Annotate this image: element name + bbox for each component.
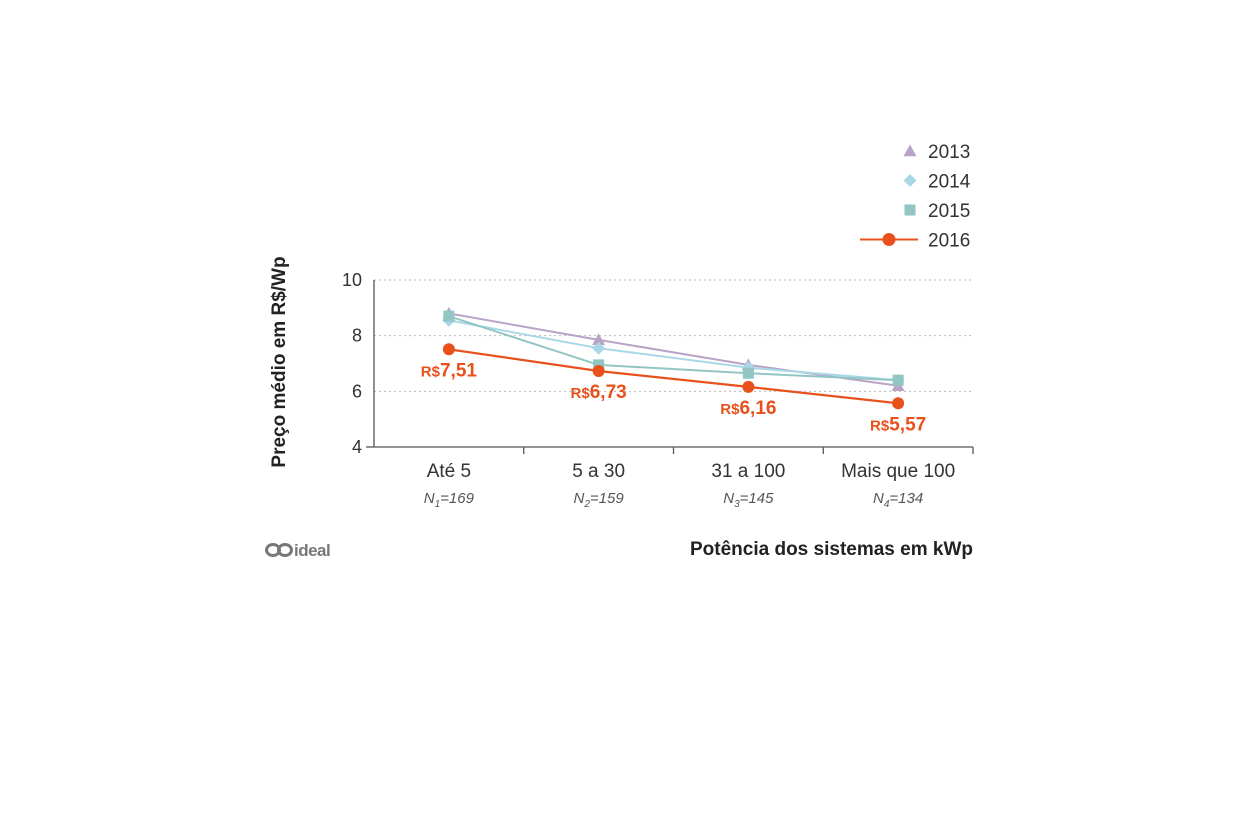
legend-label: 2015 — [928, 201, 970, 222]
sample-size-label: N4=134 — [873, 490, 923, 510]
logo: ideal — [265, 541, 331, 560]
sample-size-label: N1=169 — [424, 490, 475, 510]
x-axis-title: Potência dos sistemas em kWp — [690, 539, 973, 560]
data-labels: R$7,51 R$6,73 R$6,16 R$5,57 — [421, 360, 926, 435]
x-tick-label: 31 a 100 — [711, 461, 785, 482]
marker-circle — [882, 233, 896, 246]
y-axis-title: Preço médio em R$/Wp — [269, 256, 290, 467]
legend-item-2016: 2016 — [860, 231, 970, 252]
data-label: R$6,73 — [571, 382, 627, 403]
marker-triangle — [592, 333, 606, 346]
series-group — [442, 306, 905, 410]
marker-square — [904, 204, 916, 216]
x-tick-label: 5 a 30 — [572, 461, 625, 482]
sample-size-label: N2=159 — [574, 490, 625, 510]
series-line — [448, 348, 899, 405]
legend-item-2015: 2015 — [904, 201, 970, 222]
y-tick-label: 10 — [342, 270, 362, 290]
legend-label: 2013 — [928, 142, 970, 163]
marker-circle — [442, 343, 455, 356]
legend-label: 2016 — [928, 231, 970, 252]
legend-label: 2014 — [928, 172, 971, 193]
data-label: R$6,16 — [720, 398, 776, 419]
sample-size-label: N3=145 — [723, 490, 774, 510]
x-tick-label: Até 5 — [427, 461, 471, 482]
x-category-labels: Até 5 N1=169 5 a 30 N2=159 31 a 100 N3=145 Mai… — [424, 461, 955, 510]
y-tick-labels: 4 6 8 10 — [342, 270, 362, 457]
marker-square — [443, 310, 455, 322]
axes — [366, 280, 974, 454]
marker-square — [593, 359, 605, 371]
legend-item-2013: 2013 — [903, 142, 970, 163]
infinity-logo-icon — [265, 543, 293, 557]
marker-circle — [592, 365, 605, 378]
marker-circle — [892, 397, 905, 410]
data-label: R$5,57 — [870, 414, 926, 435]
marker-square — [892, 374, 904, 386]
marker-diamond — [592, 341, 606, 355]
x-tick-label: Mais que 100 — [841, 461, 955, 482]
series-line — [448, 315, 899, 382]
marker-diamond — [903, 174, 917, 187]
logo-text: ideal — [294, 541, 330, 560]
marker-circle — [742, 380, 755, 393]
legend: 2013 2014 2015 2016 — [860, 142, 971, 252]
series-2016 — [442, 343, 905, 410]
legend-item-2014: 2014 — [903, 172, 971, 193]
data-label: R$7,51 — [421, 360, 478, 381]
y-tick-label: 4 — [352, 437, 362, 457]
marker-triangle — [903, 144, 917, 157]
y-tick-label: 8 — [352, 326, 362, 346]
series-line — [448, 319, 899, 382]
y-tick-label: 6 — [352, 381, 362, 401]
series-line — [448, 312, 899, 387]
series-2015 — [443, 310, 904, 386]
marker-square — [742, 367, 754, 379]
